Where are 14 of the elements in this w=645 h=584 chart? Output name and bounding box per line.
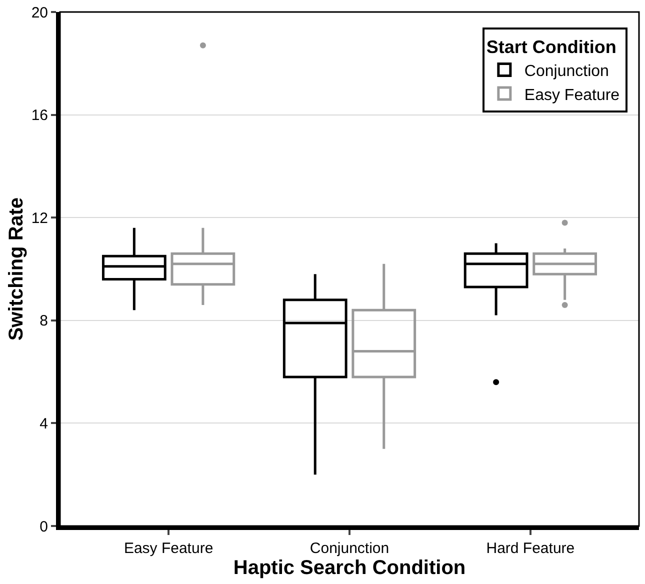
x-tick-label: Conjunction <box>310 540 390 557</box>
legend-label: Conjunction <box>524 62 609 80</box>
y-tick-label: 0 <box>40 518 48 536</box>
x-tick-label: Hard Feature <box>486 540 575 557</box>
y-tick-label: 12 <box>31 210 48 227</box>
legend-title: Start Condition <box>486 36 616 57</box>
y-tick-label: 4 <box>40 415 48 432</box>
y-tick-label: 8 <box>40 312 48 330</box>
y-tick-label: 16 <box>31 107 48 124</box>
x-tick-label: Easy Feature <box>124 540 214 557</box>
y-tick-label: 20 <box>31 4 48 22</box>
x-axis-title: Haptic Search Condition <box>233 557 466 579</box>
y-axis-title: Switching Rate <box>5 197 28 341</box>
legend-label: Easy Feature <box>524 86 620 104</box>
